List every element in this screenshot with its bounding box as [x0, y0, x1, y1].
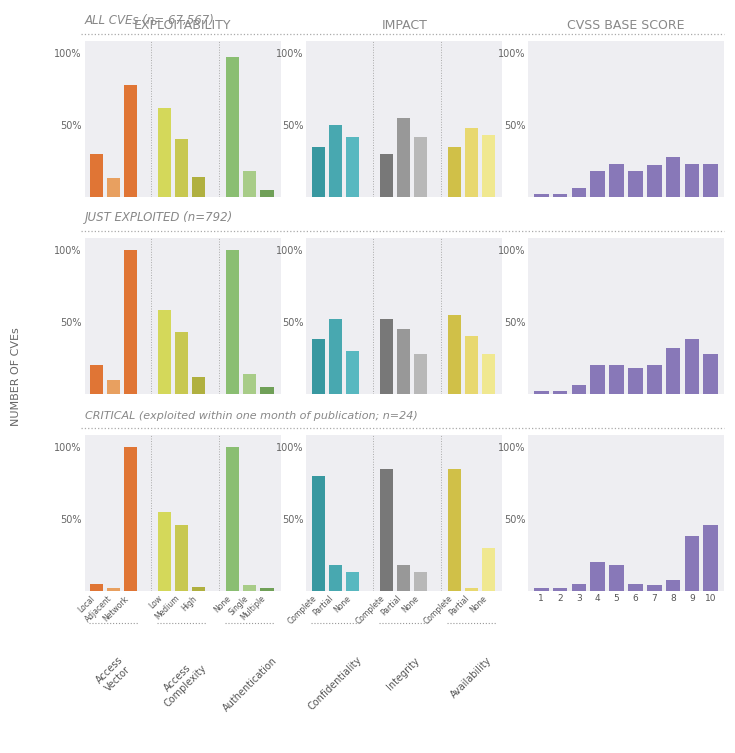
Bar — [684, 340, 699, 394]
Bar — [590, 171, 605, 197]
Bar — [158, 310, 171, 394]
Bar — [553, 194, 567, 197]
Bar — [175, 525, 188, 591]
Bar — [647, 365, 662, 394]
Text: EXPLOITABILITY: EXPLOITABILITY — [134, 19, 232, 32]
Bar — [260, 588, 273, 591]
Bar — [90, 154, 103, 197]
Bar — [590, 365, 605, 394]
Bar — [243, 374, 257, 394]
Bar — [175, 139, 188, 197]
Bar — [553, 588, 567, 591]
Text: NUMBER OF CVEs: NUMBER OF CVEs — [11, 327, 21, 426]
Bar — [465, 337, 478, 394]
Bar — [553, 392, 567, 394]
Bar — [465, 128, 478, 197]
Bar — [534, 392, 548, 394]
Text: Authentication: Authentication — [220, 655, 279, 713]
Text: IMPACT: IMPACT — [381, 19, 427, 32]
Bar — [703, 164, 718, 197]
Bar — [590, 562, 605, 591]
Bar — [703, 525, 718, 591]
Text: Confidentiality: Confidentiality — [306, 655, 364, 712]
Bar — [107, 380, 120, 394]
Bar — [124, 250, 137, 394]
Bar — [628, 171, 642, 197]
Bar — [397, 117, 410, 197]
Bar — [482, 135, 495, 197]
Bar — [647, 166, 662, 197]
Bar — [226, 57, 240, 197]
Bar — [414, 354, 427, 394]
Bar — [380, 154, 393, 197]
Bar — [572, 584, 587, 591]
Bar — [666, 580, 681, 591]
Bar — [448, 315, 461, 394]
Bar — [329, 125, 342, 197]
Bar — [345, 136, 359, 197]
Bar — [684, 536, 699, 591]
Text: ALL CVEs (n= 67,567): ALL CVEs (n= 67,567) — [85, 14, 215, 27]
Bar — [345, 572, 359, 591]
Bar — [448, 468, 461, 591]
Bar — [192, 177, 205, 197]
Bar — [192, 587, 205, 591]
Bar — [628, 368, 642, 394]
Bar — [414, 136, 427, 197]
Bar — [345, 351, 359, 394]
Bar — [647, 585, 662, 591]
Bar — [243, 171, 257, 197]
Bar — [312, 340, 325, 394]
Bar — [226, 447, 240, 591]
Bar — [107, 178, 120, 197]
Bar — [158, 108, 171, 197]
Text: Access
Vector: Access Vector — [94, 655, 133, 694]
Bar — [609, 566, 624, 591]
Bar — [572, 386, 587, 394]
Bar — [260, 387, 273, 394]
Bar — [609, 365, 624, 394]
Bar — [158, 512, 171, 591]
Bar — [397, 566, 410, 591]
Bar — [124, 84, 137, 197]
Text: Integrity: Integrity — [385, 655, 422, 691]
Bar — [312, 147, 325, 197]
Bar — [329, 319, 342, 394]
Text: Access
Complexity: Access Complexity — [154, 655, 209, 709]
Text: Availability: Availability — [449, 655, 494, 700]
Bar — [312, 476, 325, 591]
Bar — [226, 250, 240, 394]
Bar — [397, 329, 410, 394]
Bar — [534, 588, 548, 591]
Text: CVSS BASE SCORE: CVSS BASE SCORE — [567, 19, 685, 32]
Bar — [175, 332, 188, 394]
Bar — [666, 157, 681, 197]
Bar — [329, 566, 342, 591]
Bar — [380, 468, 393, 591]
Bar — [572, 188, 587, 197]
Bar — [192, 376, 205, 394]
Bar — [534, 194, 548, 197]
Bar — [465, 588, 478, 591]
Text: CRITICAL (exploited within one month of publication; n=24): CRITICAL (exploited within one month of … — [85, 411, 417, 421]
Bar — [666, 348, 681, 394]
Bar — [482, 548, 495, 591]
Bar — [90, 365, 103, 394]
Bar — [107, 588, 120, 591]
Bar — [414, 572, 427, 591]
Bar — [124, 447, 137, 591]
Bar — [90, 584, 103, 591]
Bar — [260, 190, 273, 197]
Bar — [684, 164, 699, 197]
Bar — [448, 147, 461, 197]
Bar — [482, 354, 495, 394]
Bar — [380, 319, 393, 394]
Bar — [243, 585, 257, 591]
Bar — [703, 354, 718, 394]
Text: JUST EXPLOITED (n=792): JUST EXPLOITED (n=792) — [85, 211, 233, 224]
Bar — [609, 164, 624, 197]
Bar — [628, 584, 642, 591]
